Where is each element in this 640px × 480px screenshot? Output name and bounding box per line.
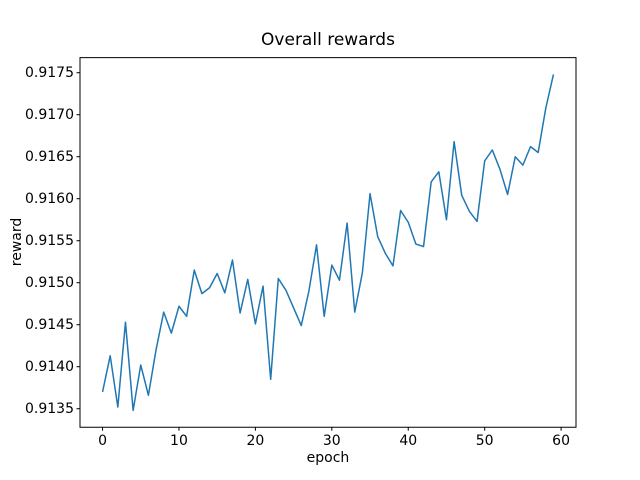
x-tick-label: 60 <box>552 433 570 450</box>
x-tick-label: 40 <box>399 433 418 450</box>
y-tick-label: 0.9155 <box>25 232 74 249</box>
reward-line <box>101 74 555 412</box>
y-tick-label: 0.9165 <box>25 148 74 165</box>
y-tick-label: 0.9135 <box>25 400 74 417</box>
x-tick-label: 30 <box>322 433 341 450</box>
y-tick-label: 0.9175 <box>25 64 74 81</box>
y-tick-label: 0.9160 <box>25 190 74 207</box>
y-tick-label: 0.9145 <box>25 316 74 333</box>
y-tick-label: 0.9150 <box>25 274 74 291</box>
x-tick-label: 0 <box>98 433 107 450</box>
plot-frame <box>79 57 577 428</box>
x-tick-label: 50 <box>475 433 494 450</box>
x-axis-label: epoch <box>306 450 350 466</box>
x-tick-label: 10 <box>170 433 188 450</box>
chart-title: Overall rewards <box>261 30 395 50</box>
y-tick-label: 0.9170 <box>25 106 74 123</box>
y-tick-label: 0.9140 <box>25 358 74 375</box>
x-tick-label: 20 <box>246 433 265 450</box>
